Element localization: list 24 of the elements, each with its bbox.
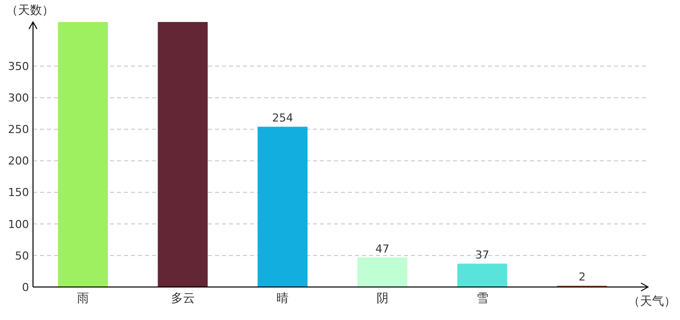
y-tick-label: 0 — [22, 280, 29, 294]
x-tick-label: 雪 — [476, 291, 488, 305]
bar — [357, 257, 408, 287]
y-tick-label: 300 — [8, 92, 29, 105]
bar — [158, 22, 208, 287]
y-tick-label: 250 — [8, 123, 29, 136]
bar — [457, 264, 508, 287]
y-tick-label: 350 — [8, 60, 29, 74]
y-tick-label: 150 — [8, 186, 29, 200]
data-label: 2 — [578, 270, 586, 284]
y-axis-title: （天数） — [6, 3, 54, 17]
data-label: 47 — [375, 242, 390, 256]
y-tick-label: 100 — [8, 218, 29, 231]
x-tick-label: 阴 — [376, 291, 388, 305]
data-label: 254 — [272, 112, 294, 125]
x-tick-label: 雨 — [76, 291, 89, 305]
y-tick-label: 200 — [8, 154, 29, 168]
x-tick-label: 晴 — [276, 291, 289, 305]
bar — [58, 22, 108, 287]
bar — [258, 126, 308, 287]
x-axis-title: （天气） — [628, 294, 676, 308]
data-label: 37 — [475, 248, 490, 262]
x-tick-label: 多云 — [170, 291, 195, 305]
y-tick-label: 50 — [15, 249, 29, 262]
